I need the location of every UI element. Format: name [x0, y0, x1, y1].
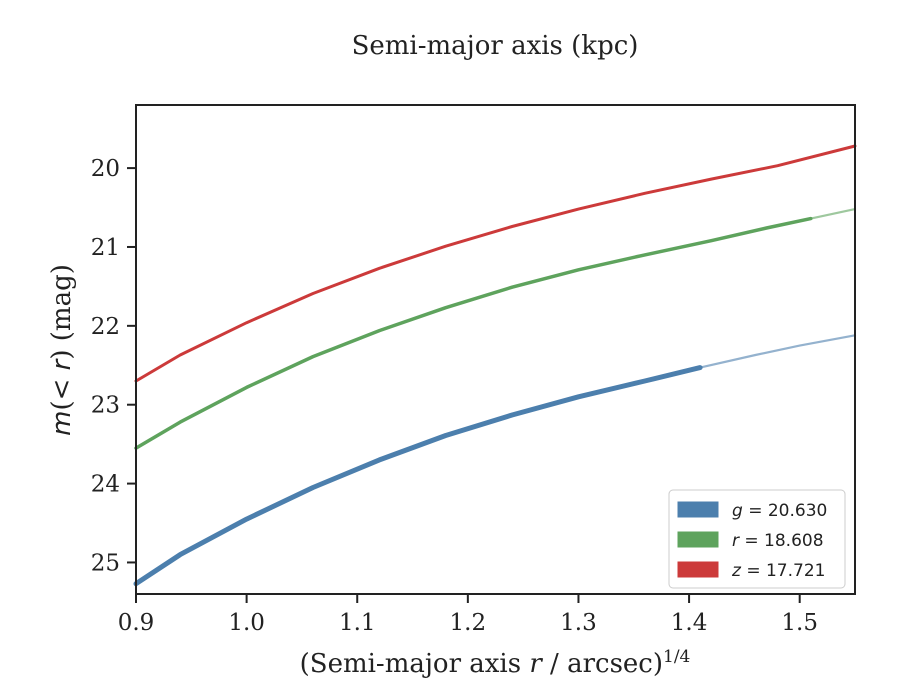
- legend-label-z: z = 17.721: [731, 561, 825, 581]
- series-g-extension: [698, 334, 857, 369]
- x-tick-label-bottom: 1.4: [671, 610, 708, 636]
- legend-label-g: g = 20.630: [732, 501, 827, 521]
- legend-swatch-r: [677, 531, 719, 548]
- x-axis-title-top: Semi-major axis (kpc): [352, 31, 639, 61]
- x-tick-label-bottom: 1.1: [339, 610, 376, 636]
- y-axis-title: m(< r) (mag): [47, 264, 77, 436]
- legend-label-r: r = 18.608: [732, 531, 824, 551]
- y-tick-label: 23: [91, 393, 120, 419]
- x-tick-label-bottom: 1.0: [228, 610, 265, 636]
- series-r-line: [134, 216, 813, 450]
- series-lines: [133, 144, 857, 587]
- y-tick-label: 20: [91, 156, 120, 182]
- x-tick-label-bottom: 0.9: [118, 610, 155, 636]
- y-tick-label: 21: [91, 235, 120, 261]
- series-z-line: [134, 144, 857, 383]
- y-tick-label: 22: [91, 314, 120, 340]
- axis-ticks: 0.91.01.11.21.31.41.54.04.55.05.56.02021…: [91, 156, 818, 636]
- legend-swatch-g: [677, 501, 719, 518]
- series-r-extension: [809, 208, 857, 220]
- legend: g = 20.630 r = 18.608 z = 17.721: [668, 489, 846, 589]
- x-tick-label-bottom: 1.2: [450, 610, 487, 636]
- series-g-line: [133, 365, 703, 587]
- y-tick-label: 24: [91, 472, 120, 498]
- y-tick-label: 25: [91, 550, 120, 576]
- x-axis-title-bottom: (Semi-major axis r / arcsec)1/4: [300, 647, 691, 679]
- x-tick-label-bottom: 1.3: [560, 610, 597, 636]
- plot-frame: [135, 104, 856, 595]
- legend-swatch-z: [677, 561, 719, 578]
- x-tick-label-bottom: 1.5: [781, 610, 818, 636]
